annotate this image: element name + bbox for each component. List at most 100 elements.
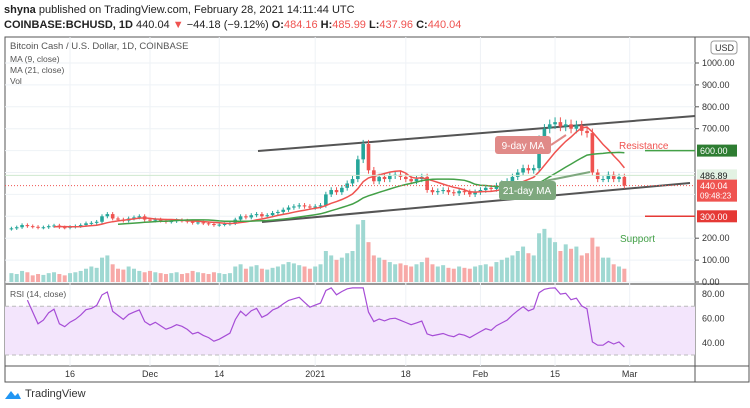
volume-bar bbox=[430, 264, 435, 282]
volume-bar bbox=[414, 264, 419, 282]
candle-body bbox=[318, 205, 323, 207]
candle-body bbox=[110, 214, 115, 219]
volume-bar bbox=[515, 251, 520, 282]
rsi-band bbox=[5, 306, 695, 355]
candle-body bbox=[611, 174, 616, 180]
price-tick-label: 800.00 bbox=[702, 102, 730, 112]
candle-body bbox=[265, 215, 270, 217]
volume-bar bbox=[291, 263, 296, 282]
volume-bar bbox=[355, 224, 360, 282]
last-price-badge-text: 440.04 bbox=[700, 181, 728, 191]
candle-body bbox=[41, 227, 46, 229]
volume-bar bbox=[563, 244, 568, 282]
publish-info: shyna published on TradingView.com, Febr… bbox=[4, 4, 355, 16]
candle-body bbox=[388, 175, 392, 180]
volume-bar bbox=[153, 272, 158, 282]
candle-body bbox=[569, 124, 573, 129]
candle-body bbox=[292, 206, 296, 208]
volume-bar bbox=[483, 264, 488, 282]
volume-bar bbox=[84, 268, 89, 282]
candle-body bbox=[254, 214, 259, 216]
price-tick-label: 900.00 bbox=[702, 80, 730, 90]
symbol: COINBASE:BCHUSD, 1D bbox=[4, 19, 133, 31]
volume-bar bbox=[382, 259, 387, 282]
volume-bar bbox=[478, 265, 483, 282]
volume-bar bbox=[574, 246, 579, 282]
price-tick-label: 200.00 bbox=[702, 233, 730, 243]
candle-body bbox=[382, 176, 387, 180]
volume-bar bbox=[30, 275, 35, 282]
candle-body bbox=[473, 192, 477, 195]
candle-body bbox=[158, 219, 163, 221]
resistance-label: Resistance bbox=[619, 141, 669, 152]
high-label: H: bbox=[320, 19, 333, 31]
open-label: O: bbox=[271, 19, 284, 31]
volume-bar bbox=[62, 275, 67, 282]
ma21-arrow bbox=[544, 171, 591, 182]
candle-body bbox=[84, 223, 88, 226]
price-tick-label: 1000.00 bbox=[702, 58, 735, 68]
candle-body bbox=[515, 172, 520, 177]
candle-body bbox=[590, 133, 595, 173]
volume-bar bbox=[318, 264, 323, 282]
volume-bar bbox=[542, 228, 547, 282]
volume-bar bbox=[553, 242, 558, 282]
low-value: 437.96 bbox=[379, 19, 414, 31]
volume-bar bbox=[371, 255, 376, 282]
x-tick-label: 14 bbox=[214, 369, 224, 379]
ma9-arrow bbox=[550, 134, 567, 146]
resistance-badge-text: 600.00 bbox=[700, 146, 728, 156]
candle-body bbox=[585, 130, 589, 134]
candle-body bbox=[462, 191, 467, 193]
volume-bar bbox=[36, 274, 41, 282]
volume-bar bbox=[329, 255, 334, 282]
volume-bar bbox=[25, 272, 30, 282]
x-tick-label: 16 bbox=[65, 369, 75, 379]
volume-bar bbox=[611, 264, 616, 282]
candle-body bbox=[132, 217, 136, 219]
candle-body bbox=[414, 179, 419, 182]
volume-bar bbox=[142, 272, 147, 282]
volume-bar bbox=[419, 262, 424, 282]
volume-bar bbox=[494, 262, 499, 282]
volume-bar bbox=[617, 266, 622, 282]
volume-bar bbox=[9, 273, 14, 282]
candle-body bbox=[356, 159, 360, 180]
candle-body bbox=[483, 187, 488, 191]
volume-bar bbox=[510, 255, 515, 282]
candle-body bbox=[425, 176, 429, 191]
volume-bar bbox=[425, 257, 430, 282]
rsi-legend: RSI (14, close) bbox=[10, 289, 66, 299]
volume-bar bbox=[505, 257, 510, 282]
volume-bar bbox=[275, 266, 280, 282]
volume-bar bbox=[521, 246, 526, 282]
candle-body bbox=[46, 226, 51, 228]
volume-bar bbox=[121, 269, 126, 282]
price-chart[interactable]: 16 Dec 14 2021 18 Feb 15 Mar 1000.00 900.00 800.00… bbox=[0, 0, 750, 385]
last-price-badge bbox=[697, 179, 737, 202]
volume-bar bbox=[350, 251, 355, 282]
candle-body bbox=[281, 209, 286, 212]
price-tick-label: 100.00 bbox=[702, 255, 730, 265]
candle-body bbox=[100, 216, 104, 222]
candle-body bbox=[350, 179, 355, 184]
volume-bar bbox=[73, 272, 78, 282]
volume-bar bbox=[233, 266, 238, 282]
volume-bar bbox=[206, 274, 211, 282]
candle-body bbox=[329, 190, 333, 195]
volume-bar bbox=[169, 273, 174, 282]
volume-bar bbox=[259, 268, 264, 282]
volume-bar bbox=[217, 273, 222, 282]
x-tick-label: 15 bbox=[550, 369, 560, 379]
candle-body bbox=[249, 215, 254, 218]
lower-channel-line bbox=[261, 182, 691, 223]
candle-body bbox=[89, 222, 94, 224]
volume-bar bbox=[270, 267, 275, 282]
volume-bar bbox=[201, 273, 206, 282]
volume-bar bbox=[174, 272, 179, 282]
volume-bar bbox=[297, 265, 302, 282]
candle-body bbox=[574, 125, 579, 129]
volume-bar bbox=[227, 273, 232, 282]
ma9-line bbox=[53, 126, 625, 228]
volume-bar bbox=[46, 273, 51, 282]
